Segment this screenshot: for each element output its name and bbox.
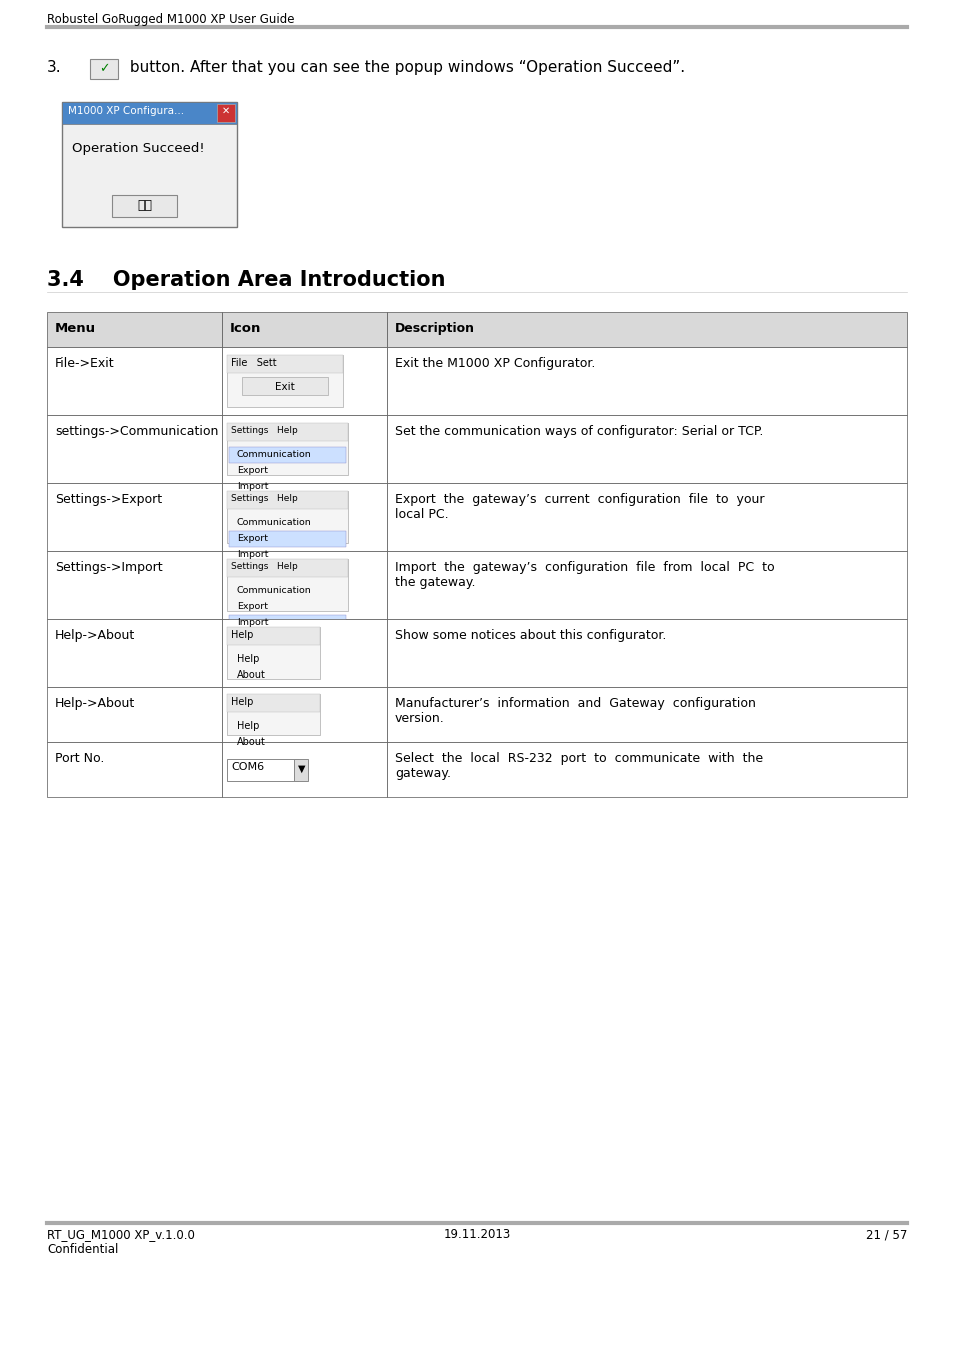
Text: File->Exit: File->Exit <box>55 356 114 370</box>
Text: Description: Description <box>395 323 475 335</box>
Text: Help->About: Help->About <box>55 629 135 643</box>
Bar <box>387 312 906 347</box>
Bar <box>47 347 222 414</box>
Text: Exit the M1000 XP Configurator.: Exit the M1000 XP Configurator. <box>395 356 595 370</box>
Bar <box>47 620 222 687</box>
Bar <box>90 59 118 80</box>
Text: Export: Export <box>236 602 268 610</box>
Text: Menu: Menu <box>55 323 96 335</box>
Bar <box>387 483 906 551</box>
Text: Communication: Communication <box>236 517 312 526</box>
Text: button. After that you can see the popup windows “Operation Succeed”.: button. After that you can see the popup… <box>125 59 684 76</box>
Text: Export: Export <box>236 466 268 475</box>
Bar <box>294 759 308 780</box>
Bar <box>387 743 906 796</box>
Text: 3.: 3. <box>47 59 62 76</box>
Text: 确定: 确定 <box>137 198 152 212</box>
Text: M1000 XP Configura...: M1000 XP Configura... <box>68 107 184 116</box>
Text: Show some notices about this configurator.: Show some notices about this configurato… <box>395 629 666 643</box>
Bar <box>227 355 343 408</box>
Text: Help: Help <box>231 629 253 640</box>
Text: Communication: Communication <box>236 586 312 594</box>
Text: 19.11.2013: 19.11.2013 <box>443 1228 510 1241</box>
Text: About: About <box>236 737 266 747</box>
Bar <box>62 103 236 124</box>
Bar <box>47 312 222 347</box>
Bar <box>227 355 343 373</box>
Bar <box>229 447 346 463</box>
Text: RT_UG_M1000 XP_v.1.0.0
Confidential: RT_UG_M1000 XP_v.1.0.0 Confidential <box>47 1228 194 1256</box>
Bar <box>222 414 387 483</box>
Bar <box>222 687 387 742</box>
Text: COM6: COM6 <box>231 763 264 772</box>
Bar <box>47 483 222 551</box>
Bar <box>229 531 346 547</box>
Bar <box>222 312 387 347</box>
Text: Select  the  local  RS-232  port  to  communicate  with  the
gateway.: Select the local RS-232 port to communic… <box>395 752 762 780</box>
Bar <box>387 347 906 414</box>
Text: Import: Import <box>236 618 268 626</box>
Text: 3.4    Operation Area Introduction: 3.4 Operation Area Introduction <box>47 270 445 290</box>
Bar <box>227 559 348 576</box>
Text: About: About <box>236 670 266 679</box>
Text: Manufacturer’s  information  and  Gateway  configuration
version.: Manufacturer’s information and Gateway c… <box>395 697 755 725</box>
Bar <box>222 620 387 687</box>
Text: Communication: Communication <box>236 450 312 459</box>
Text: Operation Succeed!: Operation Succeed! <box>71 142 204 155</box>
Bar <box>47 687 222 742</box>
Text: Settings   Help: Settings Help <box>231 562 297 571</box>
Text: ✕: ✕ <box>222 107 230 116</box>
Text: Set the communication ways of configurator: Serial or TCP.: Set the communication ways of configurat… <box>395 425 762 437</box>
Bar <box>227 626 319 645</box>
Bar <box>47 551 222 620</box>
Bar <box>222 347 387 414</box>
Text: Icon: Icon <box>230 323 261 335</box>
Bar <box>242 377 328 394</box>
Text: Import: Import <box>236 482 268 490</box>
Bar <box>227 759 298 780</box>
Bar <box>387 414 906 483</box>
Bar <box>112 194 177 217</box>
Text: 21 / 57: 21 / 57 <box>864 1228 906 1241</box>
Bar <box>387 687 906 742</box>
Text: Settings->Import: Settings->Import <box>55 562 162 574</box>
Text: Export: Export <box>236 533 268 543</box>
Text: Help: Help <box>236 721 259 730</box>
Text: ▼: ▼ <box>297 764 305 774</box>
Bar <box>222 551 387 620</box>
Bar <box>227 626 319 679</box>
Text: settings->Communication: settings->Communication <box>55 425 218 437</box>
Text: Exit: Exit <box>275 382 294 391</box>
Text: Settings   Help: Settings Help <box>231 425 297 435</box>
Bar <box>47 414 222 483</box>
Text: ✓: ✓ <box>99 62 110 76</box>
Bar <box>222 483 387 551</box>
Bar <box>216 104 234 122</box>
Text: Export  the  gateway’s  current  configuration  file  to  your
local PC.: Export the gateway’s current configurati… <box>395 493 763 521</box>
Bar <box>227 490 348 509</box>
Bar <box>227 559 348 612</box>
Bar <box>227 423 348 440</box>
Text: File   Sett: File Sett <box>231 358 276 367</box>
Bar <box>227 490 348 543</box>
Bar <box>47 743 222 796</box>
Bar <box>227 694 319 711</box>
Bar <box>387 551 906 620</box>
Bar <box>222 743 387 796</box>
Text: Import  the  gateway’s  configuration  file  from  local  PC  to
the gateway.: Import the gateway’s configuration file … <box>395 562 774 589</box>
Text: Import: Import <box>236 549 268 559</box>
Text: Help->About: Help->About <box>55 697 135 710</box>
Text: Help: Help <box>236 653 259 664</box>
Bar <box>229 614 346 630</box>
Text: Settings   Help: Settings Help <box>231 494 297 502</box>
Text: Help: Help <box>231 697 253 706</box>
Bar <box>387 620 906 687</box>
Text: Port No.: Port No. <box>55 752 104 765</box>
Bar <box>62 103 236 227</box>
Text: Robustel GoRugged M1000 XP User Guide: Robustel GoRugged M1000 XP User Guide <box>47 14 294 26</box>
Bar <box>227 694 319 736</box>
Bar <box>227 423 348 475</box>
Text: Settings->Export: Settings->Export <box>55 493 162 506</box>
